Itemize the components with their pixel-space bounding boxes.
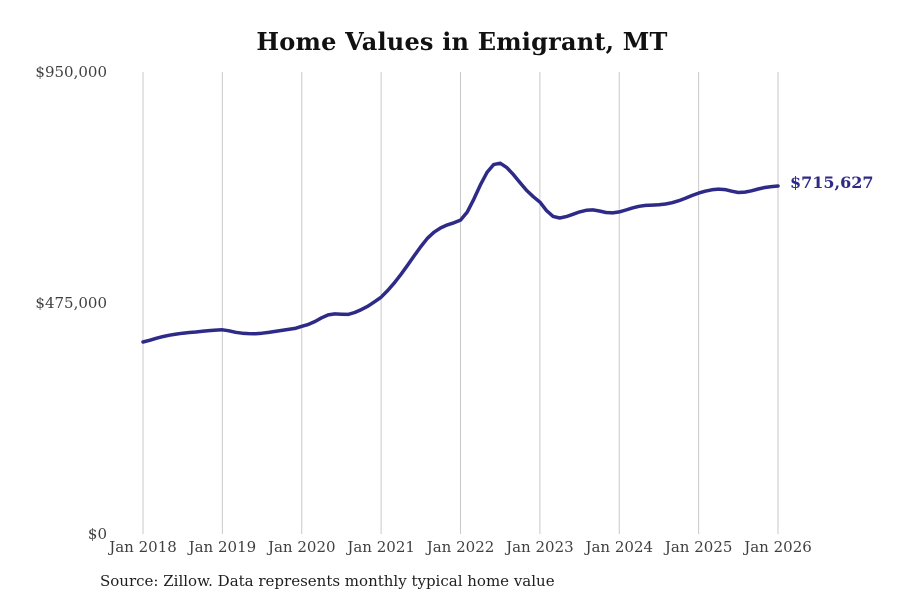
source-note: Source: Zillow. Data represents monthly …	[100, 572, 555, 590]
y-axis-tick-label: $950,000	[35, 63, 107, 81]
x-axis-tick-label: Jan 2025	[663, 538, 733, 556]
x-axis-tick-label: Jan 2020	[266, 538, 336, 556]
x-axis-tick-label: Jan 2018	[107, 538, 177, 556]
home-value-line	[141, 161, 780, 344]
x-axis-tick-label: Jan 2026	[742, 538, 812, 556]
x-axis-tick-label: Jan 2022	[425, 538, 495, 556]
x-axis-tick-label: Jan 2021	[345, 538, 415, 556]
x-axis-tick-label: Jan 2023	[504, 538, 574, 556]
y-axis-tick-label: $0	[88, 525, 107, 543]
x-axis-tick-label: Jan 2024	[583, 538, 653, 556]
y-axis-tick-label: $475,000	[35, 294, 107, 312]
chart-title: Home Values in Emigrant, MT	[256, 27, 668, 56]
x-axis-tick-label: Jan 2019	[187, 538, 257, 556]
latest-value-label: $715,627	[790, 173, 874, 192]
